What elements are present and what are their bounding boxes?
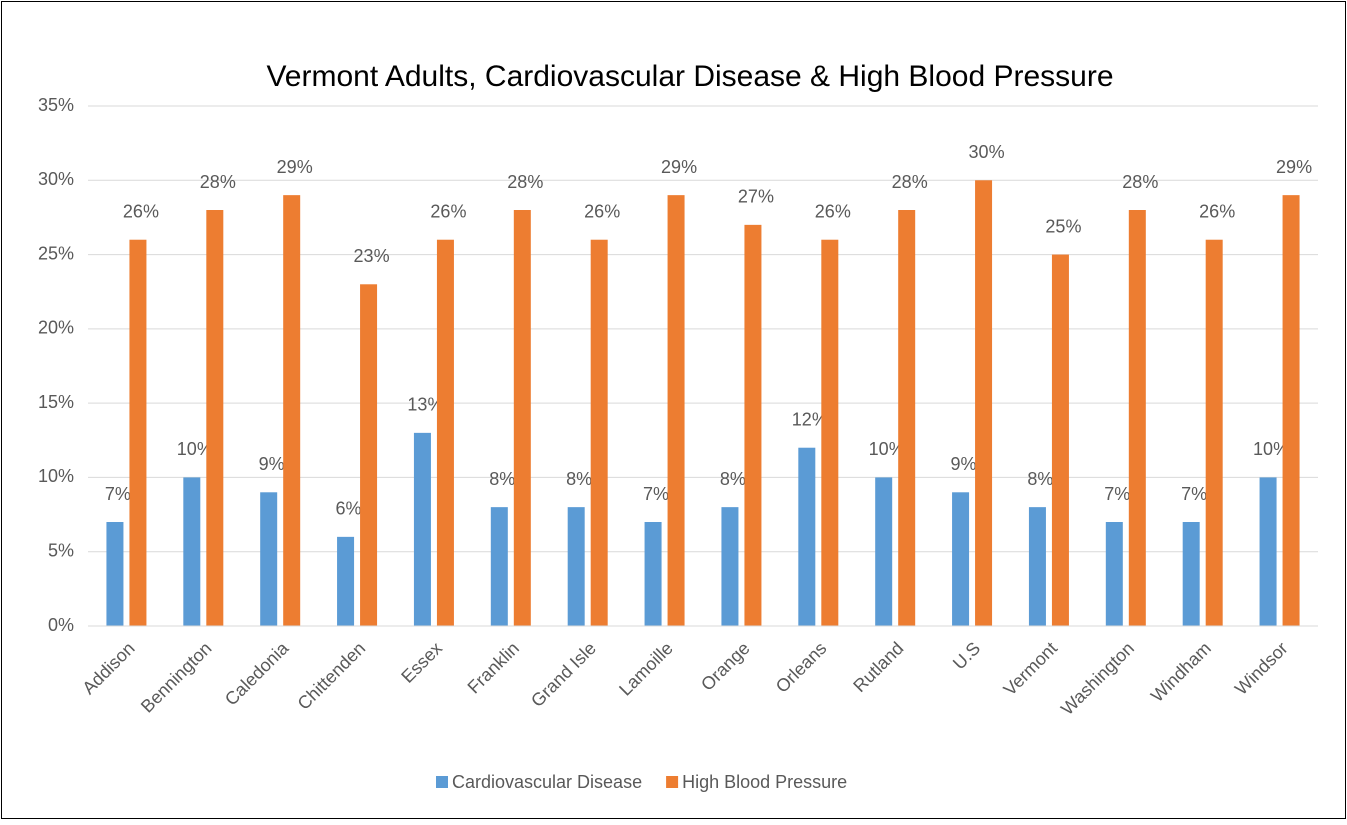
data-label: 28% [1122,172,1158,192]
data-label: 7% [105,484,131,504]
bar [567,507,585,626]
bar [436,239,454,626]
bar [952,492,970,626]
bar [513,210,531,626]
data-label: 8% [720,469,746,489]
bar [875,477,893,626]
bar [1282,195,1300,626]
bar [744,224,762,626]
data-label: 25% [1045,216,1081,236]
bar [590,239,608,626]
bar [283,195,301,626]
bar [644,522,662,626]
bar [1028,507,1046,626]
bar [360,284,378,626]
bar [206,210,224,626]
data-label: 9% [259,454,285,474]
y-tick-label: 0% [48,615,74,635]
bar [183,477,201,626]
data-label: 28% [507,172,543,192]
bar [1128,210,1146,626]
bar [821,239,839,626]
bar [721,507,739,626]
legend-swatch [666,776,679,788]
legend-label: Cardiovascular Disease [452,772,642,792]
data-label: 30% [969,142,1005,162]
data-label: 10% [177,439,213,459]
data-label: 8% [489,469,515,489]
data-label: 8% [1027,469,1053,489]
bar [667,195,685,626]
bar [490,507,508,626]
data-label: 29% [1276,157,1312,177]
data-label: 10% [1253,439,1289,459]
y-tick-label: 15% [38,392,74,412]
data-label: 26% [123,201,159,221]
y-tick-label: 5% [48,540,74,560]
bar [1259,477,1277,626]
data-label: 9% [951,454,977,474]
bar [337,536,355,626]
data-label: 27% [738,187,774,207]
y-tick-label: 25% [38,243,74,263]
bar [1182,522,1200,626]
legend-label: High Blood Pressure [682,772,847,792]
data-label: 7% [643,484,669,504]
data-label: 26% [1199,201,1235,221]
bar [898,210,916,626]
bar [260,492,278,626]
data-label: 29% [661,157,697,177]
data-label: 6% [336,499,362,519]
bar [106,522,124,626]
chart-title: Vermont Adults, Cardiovascular Disease &… [266,60,1113,93]
bar [129,239,147,626]
y-tick-label: 20% [38,318,74,338]
y-tick-label: 35% [38,95,74,115]
bar [413,432,431,626]
data-label: 28% [892,172,928,192]
data-label: 7% [1104,484,1130,504]
legend-swatch [436,776,448,788]
data-label: 8% [566,469,592,489]
data-label: 28% [200,172,236,192]
data-label: 23% [354,246,390,266]
y-tick-label: 30% [38,169,74,189]
data-label: 10% [869,439,905,459]
bar [1105,522,1123,626]
bar [798,447,816,626]
data-label: 26% [430,201,466,221]
bar [975,180,993,627]
data-label: 26% [815,201,851,221]
data-label: 12% [792,409,828,429]
data-label: 26% [584,201,620,221]
y-tick-label: 10% [38,466,74,486]
data-label: 13% [407,395,443,415]
data-label: 29% [277,157,313,177]
data-label: 7% [1181,484,1207,504]
bar [1205,239,1223,626]
bar [1051,254,1069,627]
